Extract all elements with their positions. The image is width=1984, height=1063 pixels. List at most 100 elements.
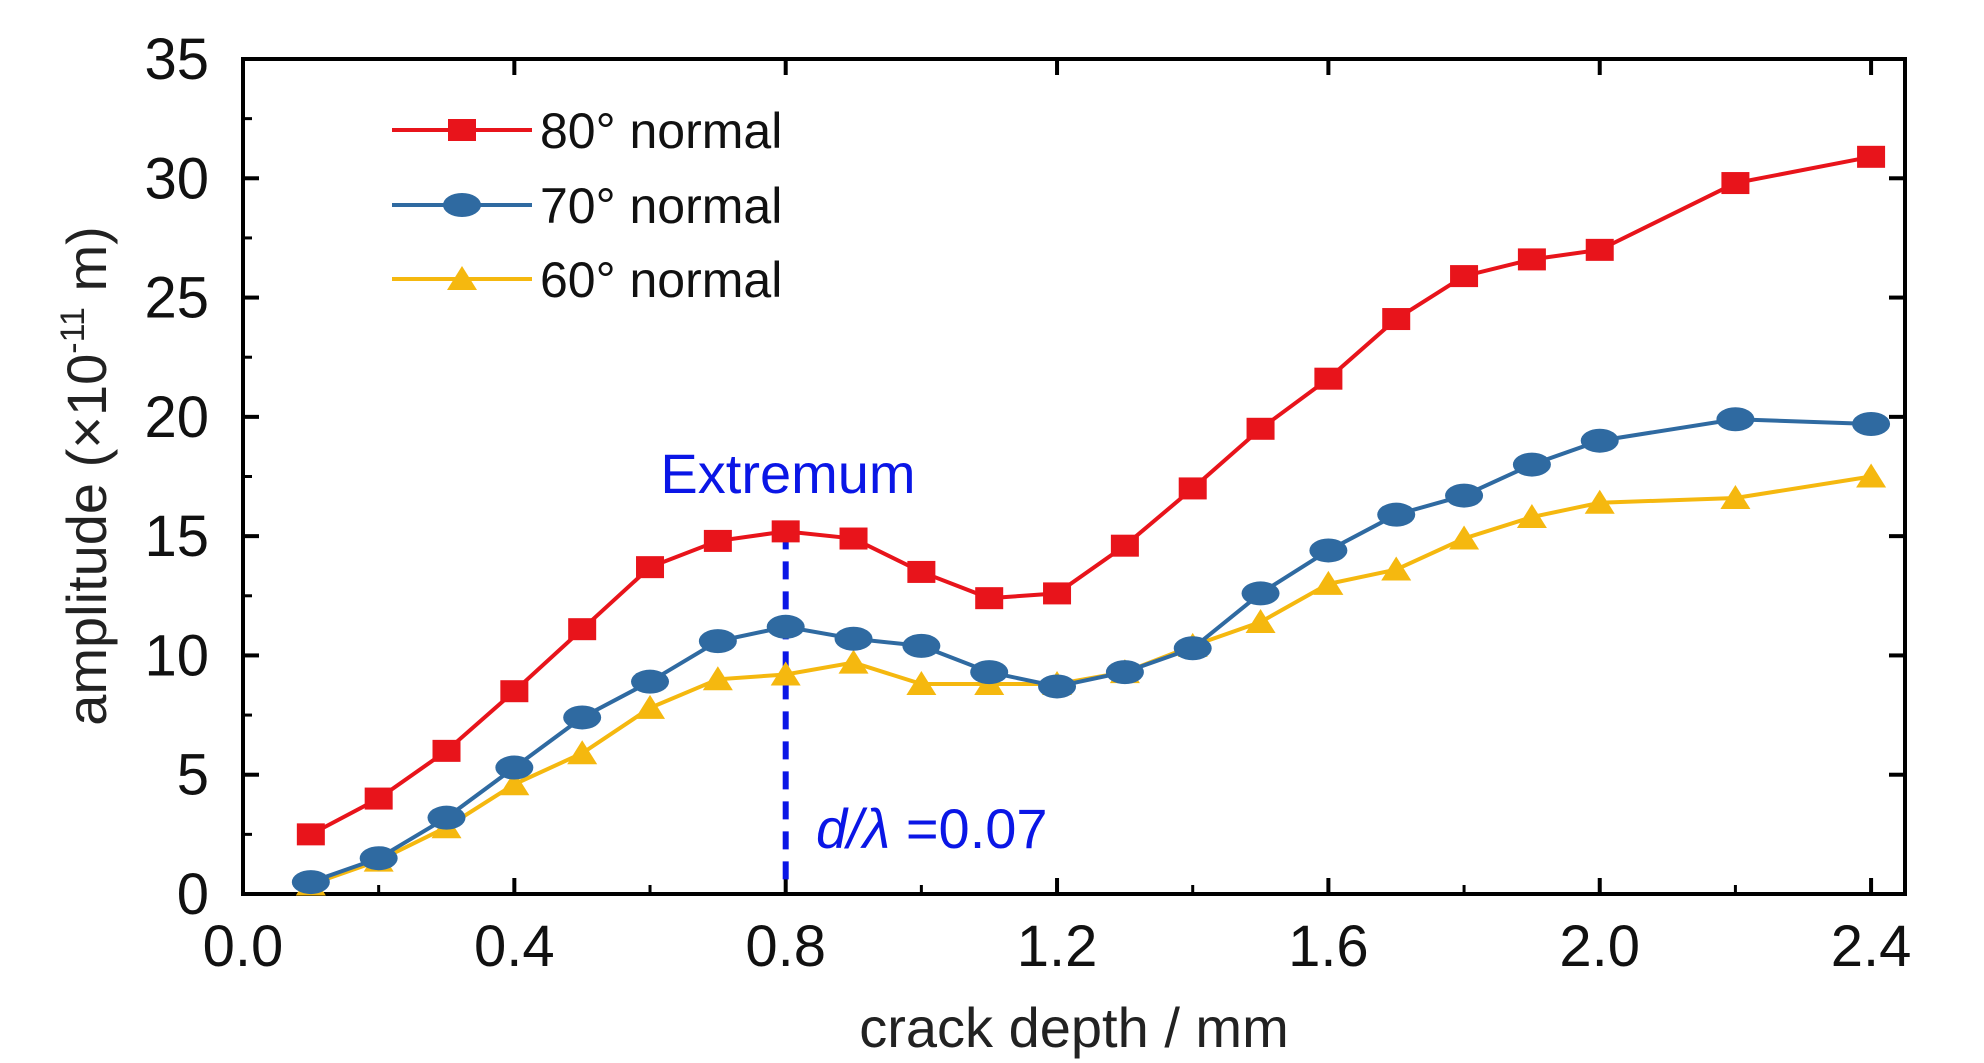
x-tick-label: 0.4 [474,914,555,979]
data-point [1245,609,1276,634]
data-point [1178,477,1207,500]
data-point [291,870,330,895]
data-point [563,705,602,730]
y-tick-label: 25 [144,266,209,331]
data-point [1313,570,1344,595]
data-point [1584,489,1615,514]
x-tick-label: 2.0 [1559,914,1640,979]
legend-entry: 80° normal [392,103,782,159]
y-tick-label: 30 [144,146,209,211]
x-tick-label: 0.0 [203,914,284,979]
legend-entry: 60° normal [392,252,782,308]
data-point [427,805,466,830]
data-point [1377,502,1416,527]
data-point [432,739,461,762]
legend-label: 60° normal [540,252,782,308]
data-point [975,587,1004,610]
y-axis-title-exponent: -11 [54,307,92,354]
legend-marker [447,266,477,290]
series-line [310,417,1872,884]
legend-entry: 70° normal [392,178,782,234]
data-point [1512,452,1551,477]
data-point [1857,145,1886,168]
legend-label: 80° normal [540,103,782,159]
ratio-d: d [816,797,849,860]
data-point [568,618,597,641]
data-point [636,556,665,579]
series-square [296,145,1886,846]
series-layer [291,145,1891,896]
legend-marker [448,119,476,141]
data-point [1716,407,1755,432]
data-point [1246,417,1275,440]
data-point [1043,582,1072,605]
data-point [702,666,733,691]
y-tick-label: 0 [177,862,209,927]
data-point [834,626,873,651]
y-tick-label: 20 [144,385,209,450]
data-point [631,669,670,694]
legend-marker [443,193,481,217]
x-tick-label: 2.4 [1831,914,1912,979]
data-point [1449,525,1480,550]
y-axis-title-suffix: m) [55,226,118,307]
data-point [364,787,393,810]
data-point [1309,538,1348,563]
data-point [1517,248,1546,271]
data-point [1720,484,1751,509]
extremum-label: Extremum [660,442,915,505]
data-point [296,823,325,846]
series-line [309,154,1872,837]
data-point [1314,367,1343,390]
series-line [310,474,1872,887]
ratio-value: =0.07 [890,797,1047,860]
data-point [838,649,869,674]
data-point [1241,581,1280,606]
y-tick-label: 10 [144,623,209,688]
y-axis-title-prefix: amplitude (×10 [55,354,118,726]
data-point [698,629,737,654]
x-axis-title: crack depth / mm [859,996,1288,1059]
data-point [771,520,800,543]
data-point [1038,674,1077,699]
x-tick-label: 1.6 [1288,914,1369,979]
data-point [1173,636,1212,661]
data-point [703,529,732,552]
data-point [1382,308,1411,331]
data-point [1721,172,1750,195]
series-ellipse [291,407,1891,895]
data-point [567,740,598,765]
axes: 0.0 0.4 0.8 1.2 1.6 2.0 2.4 0 5 10 15 20 25 30 35 [144,27,1911,979]
y-tick-label: 35 [144,27,209,92]
data-point [770,661,801,686]
data-point [359,846,398,871]
data-point [1856,463,1887,488]
data-point [1381,556,1412,581]
data-point [902,633,941,658]
data-point [766,614,805,639]
y-tick-label: 15 [144,504,209,569]
data-point [906,671,937,696]
data-point [1516,504,1547,529]
legend-label: 70° normal [540,178,782,234]
data-point [970,660,1009,685]
y-axis-title: amplitude (×10-11 m) [54,226,118,726]
data-point [1580,428,1619,453]
data-point [1852,412,1891,437]
data-point [1450,265,1479,288]
x-tick-label: 1.2 [1017,914,1098,979]
y-tick-label: 5 [177,743,209,808]
ratio-lambda: λ [860,797,891,860]
data-point [839,527,868,550]
data-point [1585,238,1614,261]
legend: 80° normal 70° normal 60° normal [392,103,782,308]
data-point [495,755,534,780]
data-point [1110,534,1139,557]
data-point [500,680,529,703]
data-point [499,771,530,796]
data-point [907,560,936,583]
data-point [635,694,666,719]
data-point [1105,660,1144,685]
ratio-label: d/λ =0.07 [816,797,1048,860]
